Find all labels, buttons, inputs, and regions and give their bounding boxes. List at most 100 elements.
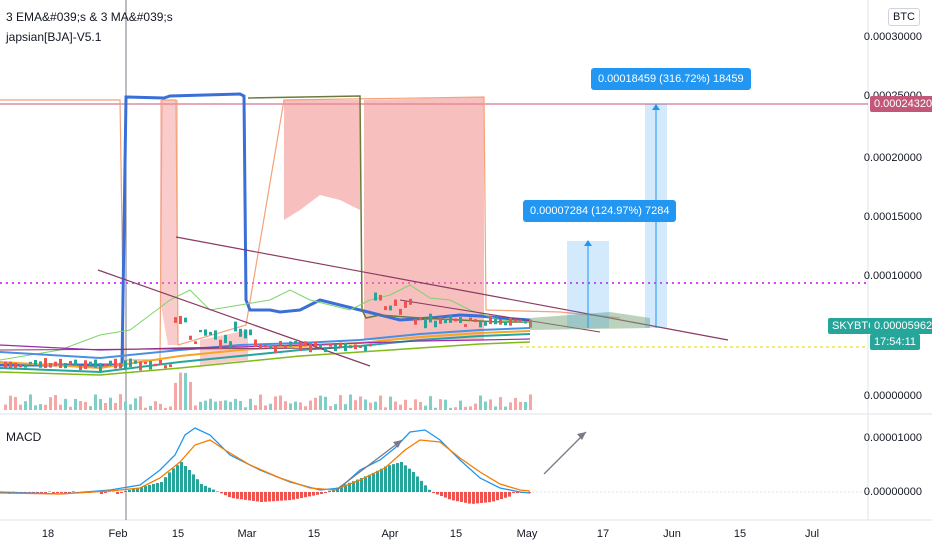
volume-bar: [174, 382, 177, 410]
candle: [319, 344, 322, 348]
candle: [54, 361, 57, 367]
volume-bar: [329, 406, 332, 410]
macd-bar: [176, 465, 179, 492]
macd-bar: [184, 466, 187, 492]
volume-bar: [234, 398, 237, 410]
candle: [259, 343, 262, 349]
macd-bar: [296, 492, 299, 499]
macd-bar: [208, 487, 211, 492]
macd-legend[interactable]: MACD: [6, 430, 42, 444]
volume-bar: [449, 407, 452, 410]
measure-label-2[interactable]: 0.00007284 (124.97%) 7284: [523, 200, 677, 222]
indicator-legend-ema-ma[interactable]: 3 EMA&#039;s & 3 MA&#039;s: [6, 10, 173, 24]
volume-bar: [194, 405, 197, 410]
candle: [299, 341, 302, 352]
volume-bar: [144, 407, 147, 410]
macd-bar: [116, 492, 119, 494]
volume-bar: [189, 381, 192, 410]
candle: [79, 365, 82, 371]
candle: [134, 360, 137, 364]
candle: [154, 363, 157, 367]
candle: [239, 328, 242, 337]
macd-bar: [244, 492, 247, 500]
candle: [174, 317, 177, 323]
candle: [434, 320, 437, 328]
candle: [24, 364, 27, 368]
macd-bar: [400, 462, 403, 492]
candle: [244, 329, 247, 339]
candle: [199, 329, 202, 333]
time-axis-label: 18: [41, 528, 55, 540]
macd-bar: [68, 492, 71, 493]
macd-bar: [332, 489, 335, 492]
volume-bar: [74, 398, 77, 410]
level-price-tag[interactable]: 0.00024320: [870, 96, 932, 112]
candles: [4, 292, 532, 373]
macd-bar: [408, 468, 411, 492]
candle: [169, 364, 172, 368]
macd-bar: [284, 492, 287, 501]
macd-bar: [440, 492, 443, 496]
volume-bar: [104, 402, 107, 410]
macd-bar: [212, 489, 215, 492]
indicator-legend-japsian[interactable]: japsian[BJA]-V5.1: [6, 30, 102, 44]
candle: [339, 342, 342, 348]
measure-arrowhead-2: [584, 240, 592, 246]
candle: [349, 345, 352, 349]
candle: [414, 319, 417, 325]
candle: [284, 345, 287, 348]
candle: [459, 317, 462, 324]
macd-bar: [500, 492, 503, 499]
candle: [99, 363, 102, 373]
trend-line-support[interactable]: [0, 347, 341, 351]
candle: [184, 317, 187, 323]
macd-bar: [136, 488, 139, 492]
macd-bar: [420, 480, 423, 492]
volume-bar: [109, 397, 112, 410]
macd-arrow-1[interactable]: [335, 439, 403, 491]
volume-bar: [514, 397, 517, 410]
current-price-tag[interactable]: 0.00005962: [870, 318, 932, 334]
macd-bar: [464, 492, 467, 503]
volume-bar: [469, 406, 472, 410]
macd-bar: [124, 491, 127, 492]
candle: [479, 321, 482, 328]
candle: [74, 359, 77, 365]
macd-bar: [388, 465, 391, 492]
candle: [234, 321, 237, 332]
symbol-tag[interactable]: SKYBTC: [828, 318, 881, 334]
volume-bar: [164, 407, 167, 410]
macd-bar: [148, 485, 151, 492]
macd-bar: [252, 492, 255, 501]
candle: [494, 318, 497, 325]
macd-bar: [352, 481, 355, 492]
volume-bar: [179, 372, 182, 410]
measure-label-1[interactable]: 0.00018459 (316.72%) 18459: [591, 68, 751, 90]
candle: [524, 321, 527, 324]
volume-bar: [64, 398, 67, 410]
macd-line: [0, 427, 531, 495]
candle: [364, 344, 367, 352]
macd-arrow-2[interactable]: [543, 431, 587, 475]
time-axis-label: Jun: [663, 528, 681, 540]
macd-bar: [428, 489, 431, 492]
volume-bar: [394, 401, 397, 410]
macd-axis-label: 0.00000000: [863, 486, 922, 498]
candle: [4, 361, 7, 369]
macd-bar: [240, 492, 243, 500]
currency-badge[interactable]: BTC: [888, 8, 920, 26]
candle: [9, 361, 12, 368]
macd-bar: [236, 492, 239, 499]
macd-bar: [52, 492, 55, 494]
volume-bar: [284, 401, 287, 410]
volume-bar: [324, 396, 327, 410]
candle: [419, 317, 422, 321]
macd-bar: [480, 492, 483, 503]
macd-bar: [256, 492, 259, 502]
candle: [124, 360, 127, 370]
macd-bar: [324, 492, 327, 493]
candle: [514, 319, 517, 322]
volume-bar: [384, 407, 387, 410]
macd-bar: [300, 492, 303, 498]
